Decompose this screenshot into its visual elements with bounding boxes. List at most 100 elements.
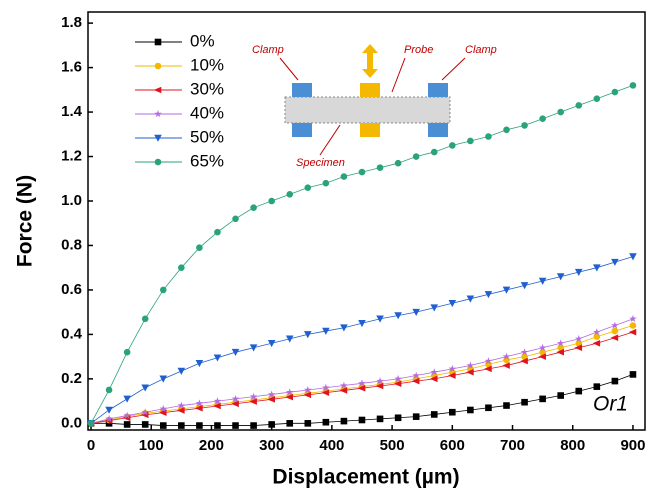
marker — [467, 407, 474, 414]
marker — [214, 229, 221, 236]
chart: Displacement (µm) Force (N) Or1 Clamp Pr… — [0, 0, 653, 496]
marker — [612, 328, 619, 335]
series-line — [91, 319, 633, 424]
marker — [286, 420, 293, 427]
probe-arrow — [362, 44, 378, 78]
x-axis-label: Displacement (µm) — [272, 466, 459, 489]
clamp — [428, 123, 448, 137]
y-tick-label: 1.2 — [61, 147, 82, 164]
marker — [323, 419, 330, 426]
sample-label: Or1 — [593, 393, 628, 416]
marker — [611, 334, 619, 341]
y-tick-label: 0.8 — [61, 236, 82, 253]
marker — [395, 414, 402, 421]
x-tick-label: 200 — [199, 437, 224, 454]
y-tick-label: 0.4 — [61, 325, 83, 342]
marker — [539, 396, 546, 403]
marker — [377, 164, 384, 171]
series — [87, 253, 637, 427]
series — [87, 315, 636, 427]
marker — [159, 376, 167, 383]
legend-label: 30% — [190, 79, 224, 98]
marker — [160, 287, 167, 294]
marker — [611, 259, 619, 266]
y-tick-label: 0.0 — [61, 414, 82, 431]
probe — [360, 123, 380, 137]
marker — [268, 421, 275, 428]
marker — [341, 173, 348, 180]
marker — [88, 420, 95, 427]
clamp — [292, 123, 312, 137]
y-tick-label: 1.8 — [61, 14, 82, 31]
marker — [304, 184, 311, 191]
marker — [123, 396, 131, 403]
marker — [196, 244, 203, 251]
marker — [323, 180, 330, 187]
marker — [611, 322, 619, 329]
marker — [557, 392, 564, 399]
marker — [575, 102, 582, 109]
marker — [629, 315, 637, 322]
legend-label: 50% — [190, 127, 224, 146]
clamp — [292, 83, 312, 97]
y-tick-label: 0.6 — [61, 281, 82, 298]
marker — [503, 127, 510, 134]
pointer — [320, 125, 340, 155]
marker — [575, 388, 582, 395]
marker — [594, 383, 601, 390]
x-tick-label: 0 — [87, 437, 95, 454]
marker — [485, 404, 492, 411]
legend-marker — [155, 63, 162, 70]
pointer — [392, 58, 405, 92]
marker — [612, 378, 619, 385]
marker — [594, 333, 601, 340]
marker — [105, 407, 113, 414]
marker — [214, 422, 221, 429]
marker — [178, 422, 185, 429]
marker — [232, 422, 239, 429]
annotation: Specimen — [296, 157, 345, 169]
marker — [359, 169, 366, 176]
marker — [178, 368, 186, 375]
plot-frame — [88, 12, 645, 430]
marker — [359, 417, 366, 424]
marker — [467, 138, 474, 145]
y-axis-label: Force (N) — [14, 175, 37, 267]
annotation: Clamp — [465, 44, 497, 56]
marker — [268, 198, 275, 205]
x-tick-label: 400 — [319, 437, 344, 454]
marker — [630, 82, 637, 89]
marker — [232, 215, 239, 222]
x-tick-label: 800 — [560, 437, 585, 454]
marker — [557, 109, 564, 116]
marker — [629, 253, 637, 260]
marker — [341, 418, 348, 425]
marker — [124, 349, 131, 356]
marker — [395, 160, 402, 167]
legend-label: 0% — [190, 31, 215, 50]
marker — [196, 422, 203, 429]
marker — [431, 411, 438, 418]
marker — [612, 89, 619, 96]
marker — [142, 421, 149, 428]
series-line — [91, 326, 633, 424]
marker — [485, 133, 492, 140]
series — [87, 329, 637, 427]
y-tick-label: 0.2 — [61, 370, 82, 387]
x-tick-label: 500 — [380, 437, 405, 454]
series — [88, 322, 637, 426]
y-tick-label: 1.6 — [61, 59, 82, 76]
marker — [539, 115, 546, 122]
marker — [232, 349, 240, 356]
marker — [160, 422, 167, 429]
x-tick-label: 300 — [259, 437, 284, 454]
marker — [521, 122, 528, 129]
marker — [142, 316, 149, 323]
clamp — [428, 83, 448, 97]
pointer — [280, 58, 298, 80]
pointer — [442, 58, 465, 80]
marker — [214, 354, 222, 361]
x-tick-label: 700 — [500, 437, 525, 454]
x-tick-label: 900 — [620, 437, 645, 454]
marker — [449, 142, 456, 149]
